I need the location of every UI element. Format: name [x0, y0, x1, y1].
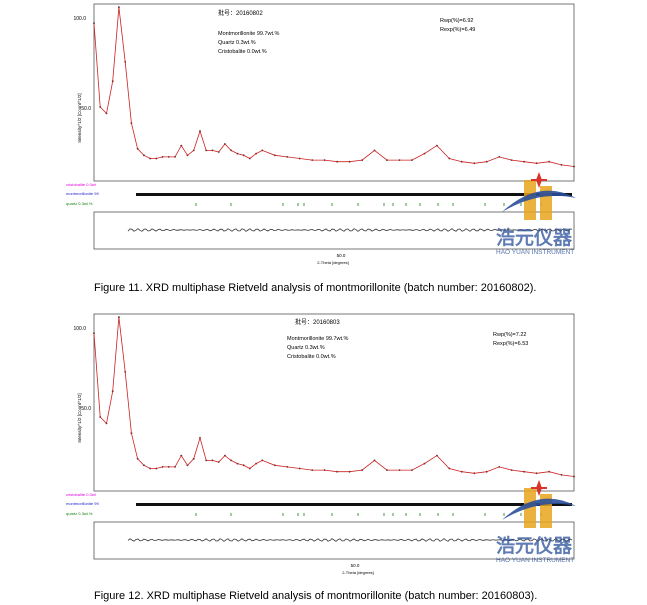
y-tick-label-50: 50.0	[81, 106, 91, 112]
figure-12: 100.0 50.0 Intensity^1/2 [Count^1/2] 批号：…	[0, 310, 647, 605]
xrd-plot-12: 100.0 50.0 Intensity^1/2 [Count^1/2] 批号：…	[66, 313, 575, 575]
main-plot-curve-group	[93, 6, 575, 168]
x-tick-label-50: 50.0	[337, 253, 346, 258]
phase-label-cristobalite: cristobalite 0.0wt	[66, 492, 97, 497]
x-axis-label: 2-Theta [degrees]	[317, 260, 349, 265]
logo-en-text: HAO YUAN INSTRUMENT	[496, 249, 574, 256]
x-tick-label-50: 50.0	[351, 563, 360, 568]
main-plot-frame	[93, 3, 575, 182]
rwp-value: Rwp(%)=7.22	[493, 332, 526, 338]
figure-caption: Figure 12. XRD multiphase Rietveld analy…	[94, 590, 538, 602]
difference-plot-frame	[93, 211, 575, 250]
logo-en-text: HAO YUAN INSTRUMENT	[496, 557, 574, 564]
xrd-plot-11: 100.0 50.0 Intensity^1/2 [Count^1/2] 批号：…	[66, 3, 575, 265]
y-tick-label-50: 50.0	[81, 406, 91, 412]
y-axis-label: Intensity^1/2 [Count^1/2]	[77, 393, 82, 442]
logo-cn-text: 浩元仪器	[496, 535, 573, 557]
composition-quartz: Quartz 0.3wt.%	[218, 40, 256, 46]
phase-label-quartz: quartz 0.3wt.%	[66, 511, 93, 516]
difference-curve	[127, 538, 573, 542]
composition-cristobalite: Cristobalite 0.0wt.%	[287, 354, 336, 360]
reflection-ticks-group	[136, 503, 572, 516]
y-axis-label: Intensity^1/2 [Count^1/2]	[77, 93, 82, 142]
logo-cn-text: 浩元仪器	[496, 227, 573, 249]
composition-cristobalite: Cristobalite 0.0wt.%	[218, 49, 267, 55]
composition-quartz: Quartz 0.3wt.%	[287, 345, 325, 351]
figure-caption: Figure 11. XRD multiphase Rietveld analy…	[94, 282, 537, 294]
calculated-profile-line	[93, 317, 575, 477]
montmorillonite-reflection-ticks	[136, 193, 572, 196]
batch-label: 批号：20160802	[218, 9, 263, 17]
difference-plot-frame	[93, 521, 575, 560]
x-axis-label: 2-Theta [degrees]	[342, 570, 374, 575]
composition-montmorillonite: Montmorillonite 99.7wt.%	[287, 336, 349, 342]
watermark-logo-2: 浩元仪器 HAO YUAN INSTRUMENT	[494, 476, 584, 576]
observed-point	[93, 332, 95, 335]
phase-label-montmorillonite: montmorillonite 99	[66, 191, 99, 196]
montmorillonite-reflection-ticks	[136, 503, 572, 506]
difference-curve-group	[127, 228, 573, 232]
rexp-value: Rexp(%)=6.53	[493, 341, 528, 347]
phase-label-cristobalite: cristobalite 0.0wt	[66, 182, 97, 187]
rwp-value: Rwp(%)=6.92	[440, 18, 473, 24]
y-tick-label-100: 100.0	[73, 16, 86, 22]
y-tick-label-100: 100.0	[73, 326, 86, 332]
figure-11: 100.0 50.0 Intensity^1/2 [Count^1/2] 批号：…	[0, 0, 647, 300]
batch-label: 批号：20160803	[295, 318, 340, 326]
main-plot-frame	[93, 313, 575, 492]
watermark-logo-1: 浩元仪器 HAO YUAN INSTRUMENT	[494, 168, 584, 268]
difference-curve-group	[127, 538, 573, 542]
composition-montmorillonite: Montmorillonite 99.7wt.%	[218, 31, 280, 37]
phase-label-montmorillonite: montmorillonite 99	[66, 501, 99, 506]
main-plot-curve-group	[93, 316, 575, 478]
calculated-profile-line	[93, 7, 575, 167]
phase-label-quartz: quartz 0.3wt.%	[66, 201, 93, 206]
logo-emblem-icon: 浩元仪器 HAO YUAN INSTRUMENT	[496, 172, 576, 256]
rexp-value: Rexp(%)=6.49	[440, 27, 475, 33]
logo-emblem-icon: 浩元仪器 HAO YUAN INSTRUMENT	[496, 480, 576, 564]
difference-curve	[127, 228, 573, 232]
